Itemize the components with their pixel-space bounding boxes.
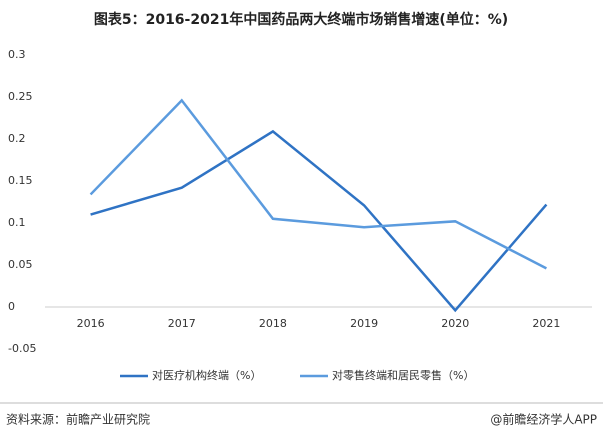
credit: @前瞻经济学人APP <box>490 412 597 427</box>
x-tick-label: 2016 <box>77 317 105 330</box>
legend-label: 对医疗机构终端（%） <box>152 368 261 382</box>
x-tick-label: 2019 <box>350 317 378 330</box>
chart-title: 图表5：2016-2021年中国药品两大终端市场销售增速(单位：%) <box>94 11 508 28</box>
x-tick-label: 2020 <box>441 317 469 330</box>
legend-label: 对零售终端和居民零售（%） <box>332 368 474 382</box>
y-tick-label: 0.05 <box>8 258 33 271</box>
y-tick-label: -0.05 <box>8 342 36 355</box>
y-tick-label: 0 <box>8 300 15 313</box>
x-tick-label: 2018 <box>259 317 287 330</box>
x-tick-label: 2021 <box>532 317 560 330</box>
series-line <box>90 129 548 313</box>
source: 资料来源：前瞻产业研究院 <box>6 412 150 427</box>
y-tick-label: 0.15 <box>8 174 33 187</box>
y-tick-label: 0.1 <box>8 216 26 229</box>
y-tick-label: 0.2 <box>8 132 26 145</box>
series-line <box>89 98 547 270</box>
x-tick-label: 2017 <box>168 317 196 330</box>
y-tick-label: 0.25 <box>8 90 33 103</box>
y-tick-label: 0.3 <box>8 48 26 61</box>
